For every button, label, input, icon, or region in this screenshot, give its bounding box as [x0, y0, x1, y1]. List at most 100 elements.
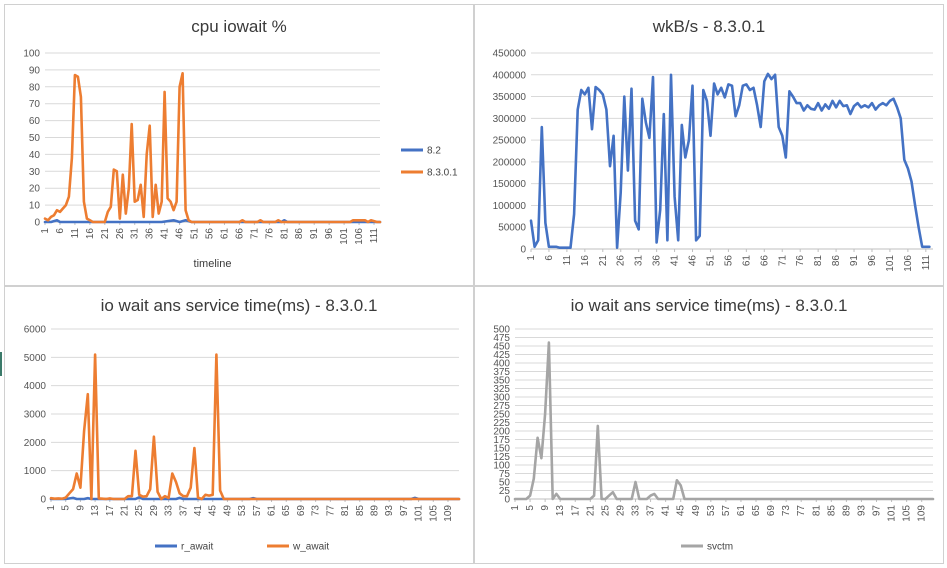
x-tick-label: 25	[600, 505, 611, 517]
x-tick-label: 93	[856, 505, 867, 517]
x-tick-label: 45	[208, 505, 219, 517]
y-tick-label: 100	[493, 461, 510, 472]
x-tick-label: 16	[85, 228, 96, 240]
x-tick-label: 53	[706, 505, 717, 517]
chart-title: wkB/s - 8.3.0.1	[652, 17, 765, 36]
x-tick-label: 65	[751, 505, 762, 517]
y-tick-label: 325	[493, 384, 510, 395]
y-tick-label: 400	[493, 359, 510, 370]
x-tick-label: 17	[570, 505, 581, 517]
y-tick-label: 425	[493, 350, 510, 361]
y-tick-label: 250	[493, 410, 510, 421]
x-tick-label: 76	[264, 228, 275, 240]
x-tick-label: 105	[902, 505, 913, 522]
x-tick-label: 9	[75, 505, 86, 511]
x-tick-label: 57	[252, 505, 263, 517]
x-tick-label: 53	[237, 505, 248, 517]
x-tick-label: 33	[164, 505, 175, 517]
series-line-8.3.0.1	[43, 72, 382, 224]
x-tick-label: 109	[917, 505, 928, 522]
x-tick-label: 61	[736, 505, 747, 517]
x-tick-label: 41	[661, 505, 672, 517]
x-tick-label: 93	[384, 505, 395, 517]
y-tick-label: 450	[493, 342, 510, 353]
x-tick-label: 89	[369, 505, 380, 517]
x-tick-label: 105	[428, 505, 439, 522]
y-tick-label: 200000	[493, 157, 527, 168]
x-axis-title: timeline	[194, 258, 232, 270]
y-tick-label: 3000	[24, 410, 47, 421]
y-tick-label: 225	[493, 418, 510, 429]
x-tick-label: 61	[219, 228, 230, 240]
y-tick-label: 60	[29, 116, 41, 127]
x-tick-label: 31	[634, 255, 645, 267]
y-tick-label: 0	[520, 245, 526, 256]
x-tick-label: 69	[296, 505, 307, 517]
x-tick-label: 69	[766, 505, 777, 517]
x-tick-label: 106	[903, 255, 914, 272]
x-tick-label: 46	[175, 228, 186, 240]
legend-label: 8.2	[427, 146, 441, 157]
wkbs-chart-svg: wkB/s - 8.3.0.1 0 50000 100000 150000 200000 2…	[493, 17, 933, 272]
y-tick-label: 375	[493, 367, 510, 378]
x-tick-label: 73	[781, 505, 792, 517]
y-tick-label: 450000	[493, 49, 527, 60]
x-tick-label: 81	[811, 505, 822, 517]
x-tick-label: 71	[777, 255, 788, 267]
x-tick-label: 96	[324, 228, 335, 240]
chart-title: io wait ans service time(ms) - 8.3.0.1	[571, 296, 848, 315]
x-tick-label: 81	[813, 255, 824, 267]
io-wait-await-chart-svg: io wait ans service time(ms) - 8.3.0.101…	[24, 296, 461, 553]
y-tick-label: 0	[504, 495, 510, 506]
x-tick-label: 81	[340, 505, 351, 517]
x-tick-label: 1	[40, 228, 51, 234]
y-tick-label: 25	[499, 486, 511, 497]
window-edge-marker	[0, 352, 2, 376]
x-tick-label: 96	[867, 255, 878, 267]
x-tick-label: 91	[849, 255, 860, 267]
x-tick-label: 41	[670, 255, 681, 267]
x-tick-label: 81	[279, 228, 290, 240]
io-wait-svctm-chart-svg: io wait ans service time(ms) - 8.3.0.102…	[493, 296, 935, 553]
x-tick-label: 97	[872, 505, 883, 517]
x-tick-label: 109	[443, 505, 454, 522]
y-tick-label: 150	[493, 444, 510, 455]
x-tick-label: 76	[795, 255, 806, 267]
x-tick-label: 45	[676, 505, 687, 517]
y-tick-label: 1000	[24, 466, 47, 477]
x-tick-label: 51	[705, 255, 716, 267]
chart-title: io wait ans service time(ms) - 8.3.0.1	[101, 296, 378, 315]
x-tick-label: 106	[354, 228, 365, 245]
y-tick-label: 6000	[24, 325, 47, 336]
y-tick-label: 80	[29, 82, 41, 93]
x-tick-label: 97	[399, 505, 410, 517]
x-tick-label: 91	[309, 228, 320, 240]
y-tick-label: 250000	[493, 136, 527, 147]
x-tick-label: 1	[526, 255, 537, 261]
x-tick-label: 29	[149, 505, 160, 517]
x-tick-label: 6	[55, 228, 66, 234]
x-tick-label: 13	[90, 505, 101, 517]
x-tick-label: 13	[555, 505, 566, 517]
x-tick-label: 21	[120, 505, 131, 517]
x-tick-label: 11	[70, 228, 81, 239]
x-tick-label: 6	[544, 255, 555, 261]
cpu-iowait-chart: cpu iowait % 0 10 20 30 40 50 60 70 80 90 100 1 6 11 16…	[4, 4, 474, 286]
y-tick-label: 100000	[493, 201, 527, 212]
x-tick-label: 21	[100, 228, 111, 240]
y-tick-label: 90	[29, 65, 41, 76]
x-tick-label: 57	[721, 505, 732, 517]
y-tick-label: 4000	[24, 381, 47, 392]
legend-item: r_await	[155, 542, 213, 553]
y-tick-label: 350	[493, 376, 510, 387]
y-tick-label: 0	[34, 218, 40, 229]
y-tick-label: 30	[29, 167, 41, 178]
legend-label: svctm	[707, 542, 733, 553]
x-tick-label: 26	[115, 228, 126, 240]
x-tick-label: 85	[355, 505, 366, 517]
x-tick-label: 1	[46, 505, 57, 511]
x-tick-label: 33	[631, 505, 642, 517]
x-tick-label: 17	[105, 505, 116, 517]
series-line-w_await	[49, 353, 461, 501]
